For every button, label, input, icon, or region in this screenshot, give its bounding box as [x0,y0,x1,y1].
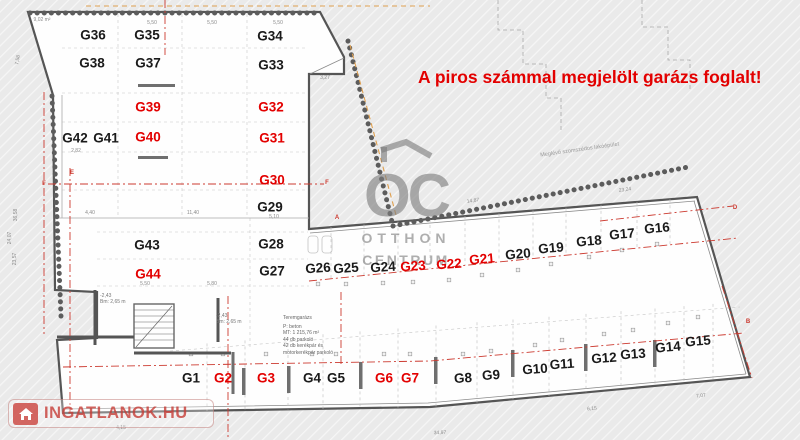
dimension-label: 11,40 [186,210,200,216]
garage-label-g3: G3 [256,370,276,386]
garage-label-g25: G25 [332,259,360,277]
garage-label-g34: G34 [257,28,283,44]
parcel-boundary-dashed [497,0,691,132]
garage-label-g18: G18 [575,232,603,250]
garage-label-g37: G37 [135,55,161,71]
section-mark: A [334,215,340,221]
dimension-label: 34,97 [433,429,447,437]
garage-label-g44: G44 [135,266,161,282]
garage-label-g27: G27 [259,263,285,279]
garage-label-g19: G19 [537,239,565,257]
section-mark: B [745,319,751,325]
garage-label-g43: G43 [134,237,160,253]
dimension-label: 5,80 [207,281,217,287]
garage-label-g39: G39 [135,99,161,115]
garage-label-g31: G31 [259,130,285,146]
otthon-centrum-roof-icon [380,138,433,162]
dimension-label: 5,50 [207,20,217,26]
grid-lines-solid [55,95,309,219]
dimension-label: 23,57 [12,252,18,266]
dimension-label: 4,40 [85,210,95,216]
garage-label-g9: G9 [481,367,501,383]
garage-label-g36: G36 [80,27,106,43]
section-mark: E [69,170,75,176]
survey-lines-orange [86,5,430,216]
garage-label-g12: G12 [590,349,618,367]
level-mark: -2,43 Bm: 2,65 m [216,313,242,325]
garage-label-g10: G10 [521,360,549,378]
building-outline [26,10,752,415]
garage-label-g14: G14 [654,338,682,356]
otthon-centrum-line1: OTTHON [361,230,451,246]
garage-label-g1: G1 [181,370,201,386]
garage-label-g6: G6 [374,370,394,386]
garage-label-g32: G32 [258,99,284,115]
dimension-label: 24,07 [7,231,13,245]
hatched-boundary-walls [27,10,691,319]
car-symbols [307,235,333,254]
internal-wall-stubs [138,84,657,395]
dimension-label: 5,10 [269,214,279,220]
dimension-label: 5,50 [140,281,150,287]
section-mark: F [42,181,46,187]
garage-divider-lines [188,199,714,411]
dimension-label: 7,07 [695,392,707,400]
dimension-label: 9,02 m² [33,17,51,23]
house-icon [13,402,38,425]
garage-label-g17: G17 [608,225,636,243]
dimension-label: 6,15 [586,405,598,413]
garage-info-block: Teremgarázs P: beton MT: 1 215,76 m² 44 db … [283,315,334,356]
garage-label-g13: G13 [619,345,647,363]
otthon-centrum-watermark: OC OTTHON CENTRUM [350,138,462,268]
garage-label-g41: G41 [93,130,119,146]
otthon-centrum-monogram: OC [364,162,451,229]
dimension-label: 3,27 [320,75,330,81]
level-mark: -2,43 Bm: 2,65 m [100,293,126,305]
garage-label-g21: G21 [468,250,496,268]
garage-label-g28: G28 [258,236,284,252]
dimension-label: 36,58 [13,208,19,222]
dimension-label: 4,15 [116,425,126,431]
garage-label-g5: G5 [326,370,346,386]
boundary-lines-red [43,0,753,438]
ingatlanok-watermark: INGATLANOK.HU [8,399,214,428]
garage-label-g35: G35 [134,27,160,43]
garage-label-g20: G20 [504,245,532,263]
garage-label-g24: G24 [369,258,397,276]
section-mark: F [325,180,329,186]
garage-label-g22: G22 [435,255,463,273]
garage-label-g4: G4 [302,370,322,386]
garage-label-g38: G38 [79,55,105,71]
garage-label-g33: G33 [258,57,284,73]
garage-label-g15: G15 [684,332,712,350]
garage-label-g2: G2 [213,370,233,386]
garage-label-g11: G11 [549,355,575,373]
ingatlanok-watermark-text: INGATLANOK.HU [44,404,188,422]
dimension-label: 5,50 [147,20,157,26]
section-mark: D [732,205,738,211]
garage-label-g29: G29 [257,199,283,215]
garage-label-g42: G42 [62,130,88,146]
garage-label-g23: G23 [399,257,427,275]
occupied-notice-headline: A piros számmal megjelölt garázs foglalt… [418,67,762,87]
stairwell [57,290,231,355]
garage-label-g7: G7 [400,370,420,386]
inner-wall-lines [65,57,747,410]
garage-label-g8: G8 [453,370,473,386]
garage-label-g16: G16 [643,219,671,237]
dimension-label: 5,50 [273,20,283,26]
garage-label-g30: G30 [259,172,285,188]
otthon-centrum-line2: CENTRUM [362,252,450,268]
dimension-label: 2,82 [71,148,81,154]
garage-label-g40: G40 [135,129,161,145]
garage-label-g26: G26 [304,259,332,277]
